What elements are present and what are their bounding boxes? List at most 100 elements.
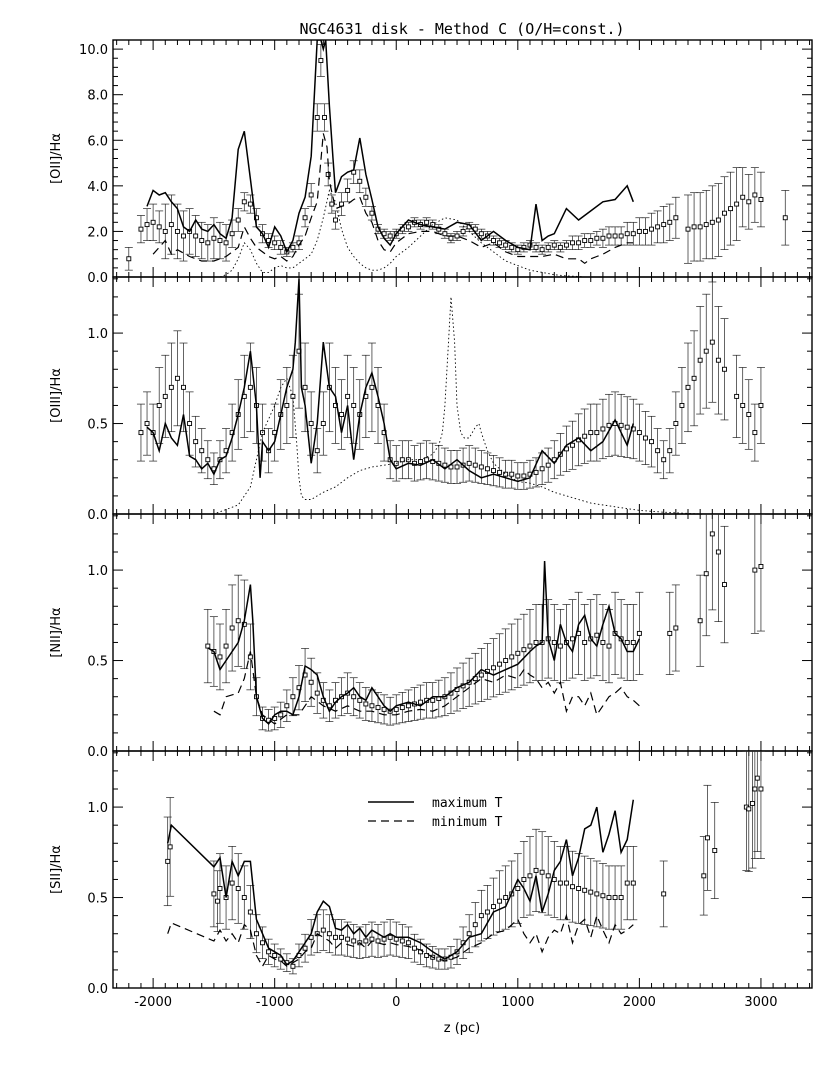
x-tick-label: 0: [392, 995, 400, 1010]
data-point: [734, 393, 740, 399]
chart-title: NGC4631 disk - Method C (O/H=const.): [299, 20, 624, 38]
data-point: [691, 224, 697, 230]
data-point: [703, 222, 709, 228]
data-point: [235, 886, 241, 891]
data-point: [345, 187, 351, 193]
y-axis-label: [OIII]/Hα: [49, 368, 64, 423]
data-point: [636, 430, 642, 436]
data-point: [369, 703, 375, 709]
data-point: [636, 228, 642, 234]
data-point: [247, 201, 253, 207]
x-tick-label: 2000: [623, 995, 656, 1010]
data-point: [454, 464, 460, 470]
data-point: [643, 435, 648, 441]
data-point: [551, 242, 557, 248]
data-point: [576, 886, 582, 891]
data-point: [436, 226, 442, 232]
data-point: [643, 228, 648, 234]
data-point: [302, 215, 308, 221]
data-point: [144, 421, 150, 426]
data-point: [715, 217, 721, 223]
data-point: [399, 457, 405, 463]
data-point: [539, 869, 545, 875]
data-point: [162, 228, 168, 234]
data-point: [491, 238, 496, 243]
data-point: [709, 339, 715, 345]
y-tick-label: 4.0: [87, 180, 108, 195]
data-point: [749, 801, 755, 806]
data-point: [582, 887, 588, 893]
data-point: [557, 643, 563, 649]
data-point: [247, 384, 253, 390]
data-point: [162, 393, 168, 399]
data-point: [503, 658, 509, 663]
data-point: [266, 949, 272, 955]
data-point: [557, 244, 563, 250]
data-point: [144, 222, 150, 228]
data-point: [503, 471, 509, 477]
data-point: [278, 712, 284, 718]
data-point: [533, 244, 539, 250]
data-point: [168, 222, 174, 228]
data-point: [624, 880, 630, 886]
data-point: [503, 895, 509, 900]
data-point: [521, 473, 527, 479]
data-point: [412, 945, 417, 951]
x-tick-label: 3000: [744, 995, 777, 1010]
data-point: [393, 706, 399, 712]
data-point: [582, 640, 588, 645]
data-point: [314, 448, 320, 454]
x-tick-label: 1000: [501, 995, 534, 1010]
data-point: [746, 412, 752, 417]
data-point: [551, 640, 557, 645]
data-point: [594, 430, 600, 436]
data-point: [697, 618, 703, 624]
data-point: [253, 215, 259, 221]
data-point: [497, 898, 503, 904]
data-point: [655, 448, 661, 454]
dotted-line-series: [219, 189, 585, 277]
data-point: [333, 934, 338, 940]
series-group: [203, 514, 765, 732]
data-point: [320, 927, 326, 933]
data-point: [290, 694, 296, 700]
y-tick-label: 6.0: [87, 134, 108, 149]
x-tick-label: -1000: [256, 995, 294, 1010]
data-point: [215, 898, 220, 904]
data-point: [728, 206, 734, 212]
data-point: [165, 858, 171, 864]
legend-label: maximum T: [432, 796, 503, 811]
data-point: [339, 934, 344, 940]
data-point: [673, 625, 679, 631]
solid-line-series: [146, 40, 635, 254]
data-point: [600, 893, 606, 899]
data-point: [533, 867, 539, 873]
dashed-line-series: [213, 651, 640, 725]
data-point: [582, 433, 588, 439]
x-axis-label: z (pc): [444, 1021, 481, 1036]
solid-line-series: [146, 278, 635, 483]
data-point: [308, 679, 314, 685]
data-point: [387, 233, 393, 239]
data-point: [539, 466, 545, 472]
data-point: [661, 457, 667, 463]
dashed-line-series: [152, 133, 634, 265]
y-tick-label: 8.0: [87, 89, 108, 104]
data-point: [545, 462, 551, 468]
data-point: [715, 549, 721, 555]
data-point: [679, 403, 685, 408]
data-point: [272, 240, 278, 246]
data-point: [284, 703, 290, 709]
data-point: [351, 938, 357, 944]
y-tick-label: 1.0: [87, 564, 108, 579]
data-point: [758, 564, 764, 569]
x-tick-label: -2000: [134, 995, 172, 1010]
data-point: [533, 469, 539, 475]
data-point: [606, 233, 612, 239]
data-point: [156, 224, 162, 230]
data-point: [491, 904, 496, 910]
data-point: [357, 697, 363, 703]
data-point: [624, 424, 630, 430]
data-point: [351, 694, 357, 700]
data-point: [570, 884, 575, 890]
